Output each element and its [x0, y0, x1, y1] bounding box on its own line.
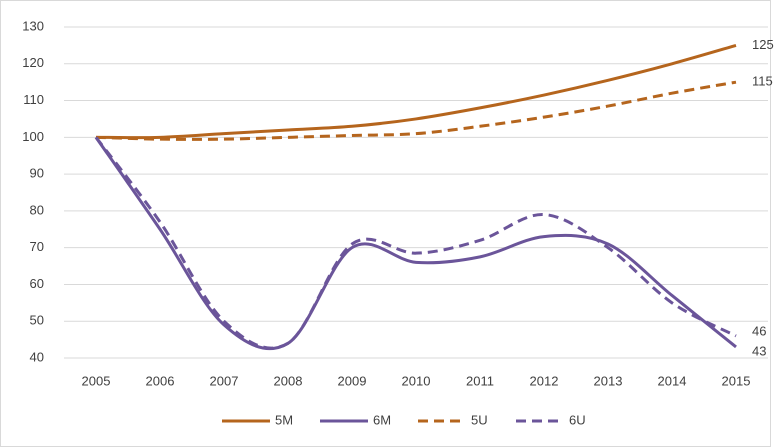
- y-tick-label: 130: [22, 18, 44, 33]
- x-tick-label: 2009: [338, 373, 367, 388]
- y-tick-label: 90: [30, 166, 44, 181]
- end-value-label: 46: [752, 323, 766, 338]
- y-tick-label: 100: [22, 129, 44, 144]
- legend-label: 6M: [373, 412, 391, 427]
- series-line: [94, 136, 737, 350]
- end-value-label: 125: [752, 37, 774, 52]
- legend-label: 5U: [471, 412, 488, 427]
- x-tick-label: 2013: [594, 373, 623, 388]
- y-tick-label: 80: [30, 202, 44, 217]
- x-tick-label: 2015: [722, 373, 751, 388]
- y-tick-label: 40: [30, 349, 44, 364]
- series-line: [94, 136, 737, 350]
- x-tick-label: 2006: [146, 373, 175, 388]
- x-tick-label: 2011: [466, 373, 494, 388]
- y-tick-label: 110: [23, 92, 44, 107]
- end-value-label: 43: [752, 343, 766, 358]
- y-tick-label: 70: [30, 239, 44, 254]
- series-line: [95, 80, 737, 141]
- y-tick-label: 50: [30, 313, 44, 328]
- x-tick-label: 2008: [274, 373, 303, 388]
- legend-label: 6U: [569, 412, 586, 427]
- series-line: [95, 43, 737, 140]
- y-tick-label: 120: [22, 55, 44, 70]
- x-tick-label: 2005: [82, 373, 111, 388]
- y-tick-label: 60: [30, 276, 44, 291]
- x-tick-label: 2010: [402, 373, 431, 388]
- legend-label: 5M: [275, 412, 293, 427]
- x-tick-label: 2012: [530, 373, 559, 388]
- x-tick-label: 2014: [658, 373, 687, 388]
- x-tick-label: 2007: [210, 373, 239, 388]
- end-value-label: 115: [752, 74, 773, 89]
